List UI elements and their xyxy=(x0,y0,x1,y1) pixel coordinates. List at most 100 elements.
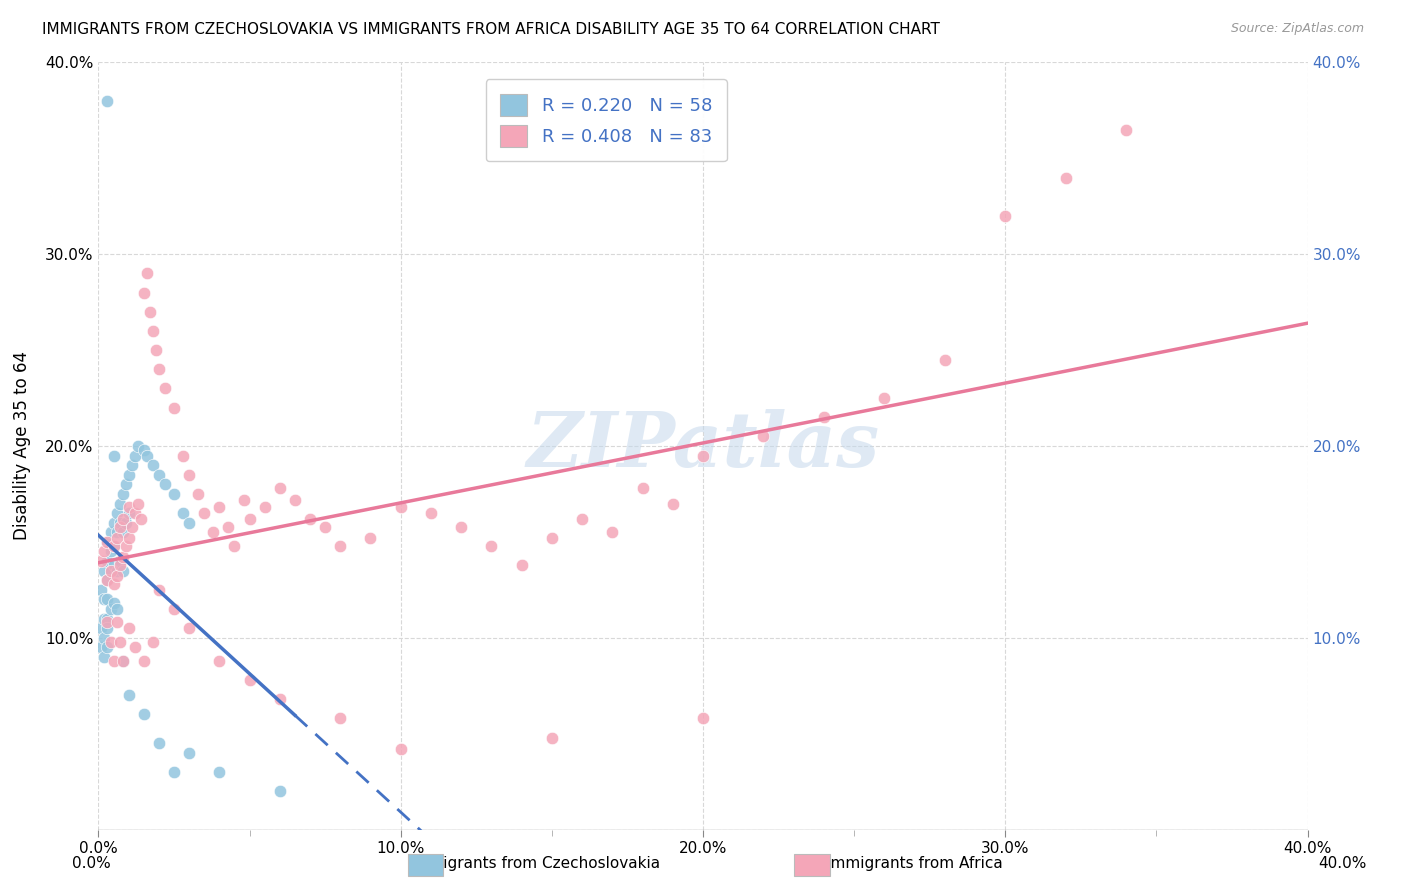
Point xyxy=(96,94,118,108)
Point xyxy=(93,631,115,645)
Text: 0.0%: 0.0% xyxy=(72,856,111,871)
Point xyxy=(96,574,118,588)
Point xyxy=(602,525,624,540)
Point xyxy=(114,516,136,530)
Point xyxy=(121,519,143,533)
Point xyxy=(105,615,128,630)
Point xyxy=(90,640,112,655)
Point xyxy=(179,746,201,760)
Point xyxy=(142,634,165,648)
Point xyxy=(269,692,291,706)
Point xyxy=(103,449,125,463)
Point xyxy=(100,564,122,578)
Text: Immigrants from Czechoslovakia: Immigrants from Czechoslovakia xyxy=(409,856,659,871)
Point xyxy=(108,496,131,510)
Point xyxy=(163,401,186,415)
Point xyxy=(103,539,125,553)
Point xyxy=(90,582,112,597)
Point xyxy=(132,442,155,457)
Point xyxy=(661,496,683,510)
Point xyxy=(108,554,131,568)
Point xyxy=(540,531,562,545)
Point xyxy=(813,410,835,425)
Point xyxy=(172,506,194,520)
Point xyxy=(145,343,167,358)
Point xyxy=(111,512,134,526)
Point xyxy=(187,487,209,501)
Point xyxy=(118,506,141,520)
Point xyxy=(179,621,201,635)
Text: Immigrants from Africa: Immigrants from Africa xyxy=(825,856,1002,871)
Point xyxy=(329,711,352,725)
Point xyxy=(105,569,128,583)
Legend: R = 0.220   N = 58, R = 0.408   N = 83: R = 0.220 N = 58, R = 0.408 N = 83 xyxy=(486,79,727,161)
Text: ZIPatlas: ZIPatlas xyxy=(526,409,880,483)
Point xyxy=(103,577,125,591)
Point xyxy=(103,558,125,572)
Point xyxy=(111,525,134,540)
Point xyxy=(253,500,276,515)
Point xyxy=(239,673,262,687)
Point xyxy=(934,352,956,367)
Point xyxy=(299,512,322,526)
Point xyxy=(1054,170,1077,185)
Point xyxy=(111,564,134,578)
Text: Source: ZipAtlas.com: Source: ZipAtlas.com xyxy=(1230,22,1364,36)
Point xyxy=(96,574,118,588)
Point xyxy=(96,615,118,630)
Point xyxy=(90,621,112,635)
Point xyxy=(314,519,336,533)
Point xyxy=(481,539,503,553)
Point xyxy=(873,391,896,405)
Point xyxy=(420,506,443,520)
Point xyxy=(994,209,1017,223)
Point xyxy=(269,784,291,798)
Point xyxy=(124,640,146,655)
Point xyxy=(360,531,382,545)
Point xyxy=(329,539,352,553)
Point xyxy=(121,458,143,473)
Point xyxy=(139,305,162,319)
Point xyxy=(103,596,125,610)
Point xyxy=(103,516,125,530)
Point xyxy=(224,539,246,553)
Point xyxy=(208,500,231,515)
Point xyxy=(118,689,141,703)
Point xyxy=(105,564,128,578)
Point xyxy=(100,564,122,578)
Point xyxy=(96,640,118,655)
Point xyxy=(752,429,775,443)
Point xyxy=(108,516,131,530)
Point xyxy=(179,467,201,482)
Point xyxy=(105,506,128,520)
Point xyxy=(118,500,141,515)
Point xyxy=(269,481,291,495)
Point xyxy=(93,649,115,664)
Point xyxy=(135,266,157,280)
Point xyxy=(96,535,118,549)
Point xyxy=(108,558,131,572)
Point xyxy=(105,531,128,545)
Point xyxy=(111,487,134,501)
Point xyxy=(179,516,201,530)
Point xyxy=(142,324,165,338)
Point xyxy=(389,500,412,515)
Point xyxy=(105,602,128,616)
Point xyxy=(127,439,149,453)
Point xyxy=(93,564,115,578)
Point xyxy=(100,525,122,540)
Point xyxy=(100,544,122,558)
Text: 40.0%: 40.0% xyxy=(1319,856,1367,871)
Point xyxy=(93,544,115,558)
Point xyxy=(103,654,125,668)
Point xyxy=(118,467,141,482)
Point xyxy=(142,458,165,473)
Point xyxy=(232,492,254,507)
Point xyxy=(96,621,118,635)
Point xyxy=(571,512,593,526)
Point xyxy=(217,519,239,533)
Point xyxy=(153,477,176,491)
Point xyxy=(108,519,131,533)
Point xyxy=(96,554,118,568)
Point xyxy=(1115,122,1137,136)
